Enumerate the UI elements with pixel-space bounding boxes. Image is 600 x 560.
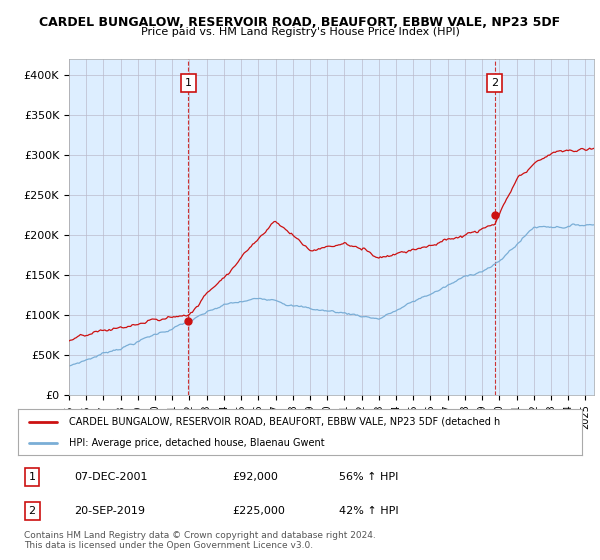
Text: CARDEL BUNGALOW, RESERVOIR ROAD, BEAUFORT, EBBW VALE, NP23 5DF: CARDEL BUNGALOW, RESERVOIR ROAD, BEAUFOR… — [40, 16, 560, 29]
Text: Contains HM Land Registry data © Crown copyright and database right 2024.
This d: Contains HM Land Registry data © Crown c… — [24, 531, 376, 550]
Text: Price paid vs. HM Land Registry's House Price Index (HPI): Price paid vs. HM Land Registry's House … — [140, 27, 460, 37]
Text: HPI: Average price, detached house, Blaenau Gwent: HPI: Average price, detached house, Blae… — [69, 438, 325, 448]
Text: 20-SEP-2019: 20-SEP-2019 — [74, 506, 145, 516]
Text: 07-DEC-2001: 07-DEC-2001 — [74, 472, 148, 482]
Text: 2: 2 — [491, 78, 498, 88]
Text: £225,000: £225,000 — [232, 506, 285, 516]
Text: 1: 1 — [29, 472, 35, 482]
Text: 42% ↑ HPI: 42% ↑ HPI — [340, 506, 399, 516]
Text: 2: 2 — [29, 506, 35, 516]
Text: CARDEL BUNGALOW, RESERVOIR ROAD, BEAUFORT, EBBW VALE, NP23 5DF (detached h: CARDEL BUNGALOW, RESERVOIR ROAD, BEAUFOR… — [69, 417, 500, 427]
Text: £92,000: £92,000 — [232, 472, 278, 482]
Text: 1: 1 — [185, 78, 191, 88]
Text: 56% ↑ HPI: 56% ↑ HPI — [340, 472, 399, 482]
